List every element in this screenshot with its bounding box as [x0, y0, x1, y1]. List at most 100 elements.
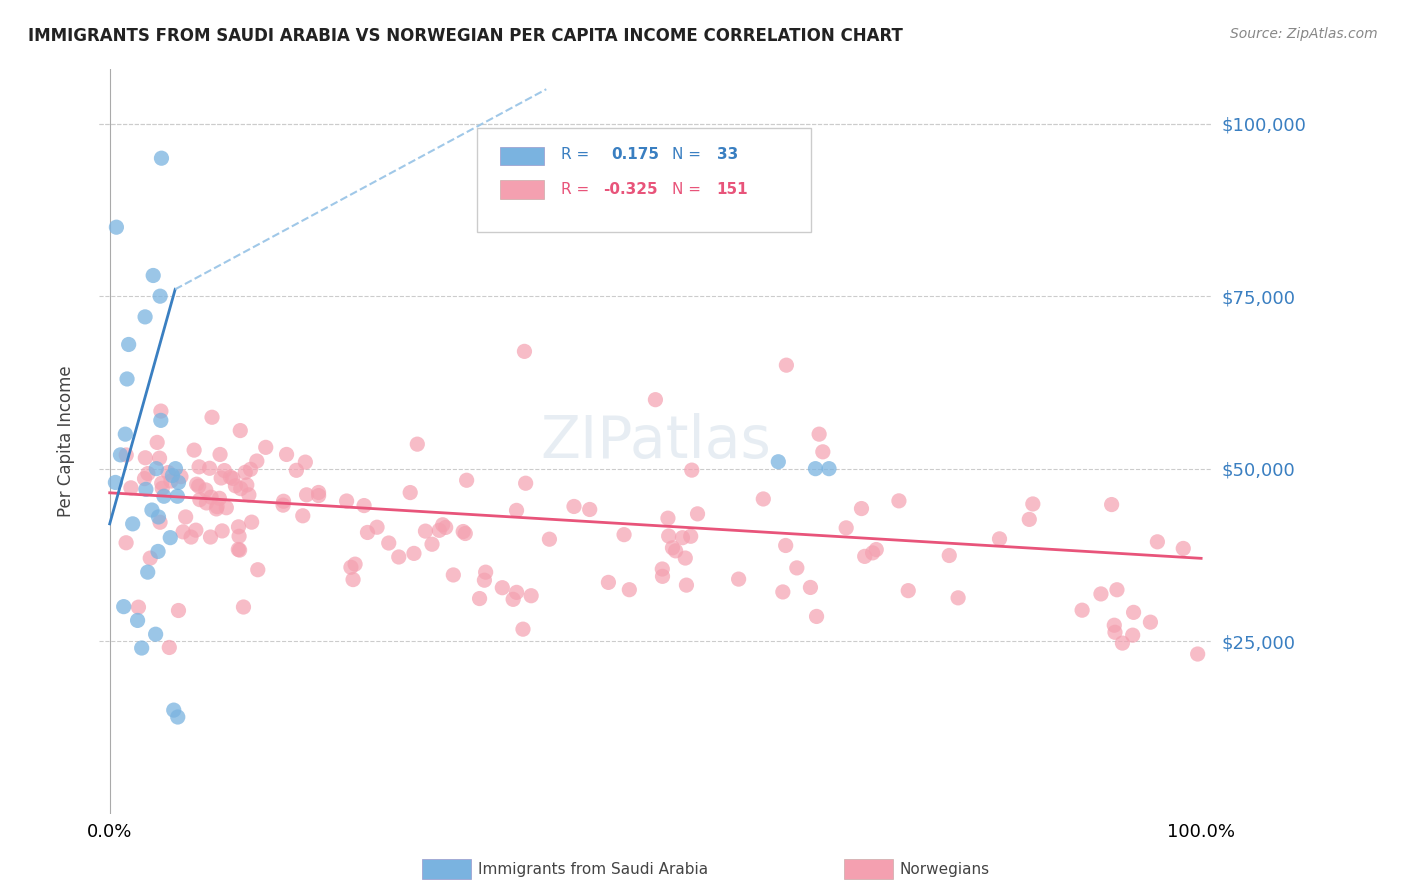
Point [505, 503, 527, 517]
Point [658, 529, 681, 543]
Point [246, 563, 269, 577]
Point [276, 447, 298, 461]
Text: R =: R = [561, 183, 589, 197]
Point [562, 500, 585, 514]
Point [188, 492, 211, 507]
Point [163, 703, 186, 717]
Point [222, 471, 245, 485]
Bar [499, 180, 544, 199]
Point [377, 536, 399, 550]
Point [233, 465, 256, 479]
Point [988, 532, 1011, 546]
Point [104, 475, 127, 490]
Point [644, 392, 666, 407]
Point [146, 435, 169, 450]
Point [215, 500, 238, 515]
Text: Norwegians: Norwegians [900, 863, 990, 877]
Point [159, 531, 181, 545]
Point [134, 450, 156, 465]
Point [342, 573, 364, 587]
Text: IMMIGRANTS FROM SAUDI ARABIA VS NORWEGIAN PER CAPITA INCOME CORRELATION CHART: IMMIGRANTS FROM SAUDI ARABIA VS NORWEGIA… [28, 27, 903, 45]
Text: N =: N = [672, 147, 702, 162]
Point [598, 575, 620, 590]
Point [434, 520, 457, 534]
Text: -0.325: -0.325 [603, 183, 658, 197]
Point [456, 473, 478, 487]
Point [135, 483, 157, 497]
Point [200, 490, 222, 504]
Point [148, 510, 170, 524]
Point [811, 445, 834, 459]
Point [127, 614, 149, 628]
Point [127, 600, 149, 615]
Point [775, 539, 797, 553]
Point [146, 544, 169, 558]
Text: 0.175: 0.175 [610, 147, 659, 162]
Point [254, 441, 277, 455]
Point [162, 468, 184, 483]
Point [149, 289, 172, 303]
Point [226, 542, 249, 557]
Point [679, 529, 702, 543]
Point [451, 524, 474, 539]
Point [768, 455, 790, 469]
Point [1104, 625, 1126, 640]
Point [415, 524, 437, 538]
Point [208, 491, 231, 506]
Point [613, 527, 636, 541]
Point [201, 410, 224, 425]
Point [1090, 587, 1112, 601]
Point [239, 462, 262, 476]
Point [665, 544, 688, 558]
Point [150, 151, 173, 165]
Text: 33: 33 [717, 147, 738, 162]
Point [897, 583, 920, 598]
Point [134, 472, 156, 486]
Text: N =: N = [672, 183, 702, 197]
Point [399, 485, 422, 500]
Point [340, 560, 363, 574]
Point [356, 525, 378, 540]
Point [402, 546, 425, 560]
Point [1101, 498, 1123, 512]
Point [1146, 534, 1168, 549]
Point [1022, 497, 1045, 511]
Point [491, 581, 513, 595]
Point [149, 515, 172, 529]
Point [166, 489, 188, 503]
Point [406, 437, 429, 451]
Point [136, 467, 159, 481]
Point [149, 413, 172, 427]
Point [228, 543, 250, 558]
Point [112, 599, 135, 614]
Point [1104, 618, 1126, 632]
Point [174, 510, 197, 524]
Point [1122, 628, 1144, 642]
Point [209, 471, 232, 485]
Point [835, 521, 858, 535]
Text: Immigrants from Saudi Arabia: Immigrants from Saudi Arabia [478, 863, 709, 877]
Point [205, 502, 228, 516]
Text: 151: 151 [717, 183, 748, 197]
Point [853, 549, 876, 564]
Point [388, 549, 411, 564]
Point [166, 710, 188, 724]
Point [727, 572, 749, 586]
Point [505, 585, 527, 599]
Point [661, 541, 683, 555]
Point [153, 489, 176, 503]
Point [851, 501, 873, 516]
Point [150, 476, 173, 491]
Point [671, 531, 693, 545]
Point [806, 609, 828, 624]
Bar [499, 147, 544, 165]
Point [336, 494, 359, 508]
Point [229, 424, 252, 438]
Point [141, 503, 163, 517]
Point [1111, 636, 1133, 650]
Point [420, 537, 443, 551]
Point [180, 530, 202, 544]
Point [114, 427, 136, 442]
Point [772, 585, 794, 599]
Point [184, 523, 207, 537]
